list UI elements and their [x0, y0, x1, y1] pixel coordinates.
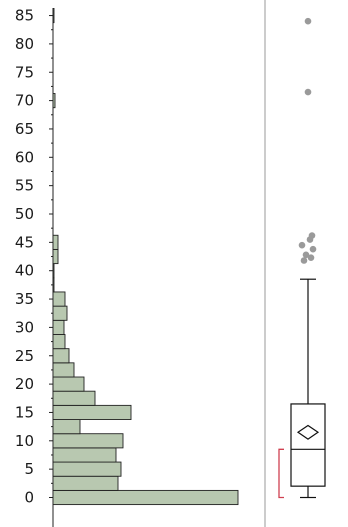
- histogram-bar: [52, 362, 75, 378]
- histogram-bar: [52, 461, 122, 477]
- outlier-point: [302, 251, 310, 259]
- histogram-bar: [52, 93, 56, 109]
- y-tick-label: 70: [15, 92, 34, 110]
- histogram-bar: [52, 348, 70, 364]
- outlier-point: [308, 232, 316, 239]
- outlier-point: [307, 254, 315, 261]
- mean-diamond: [296, 424, 320, 440]
- y-tick-label: 50: [15, 205, 34, 223]
- histogram-bar: [52, 319, 65, 335]
- histogram-bar: [52, 334, 66, 350]
- histogram-bar: [52, 376, 85, 392]
- outlier-point: [304, 88, 312, 96]
- y-tick-label: 55: [15, 177, 34, 195]
- y-tick-label: 15: [15, 403, 34, 421]
- y-tick-label: 85: [15, 7, 34, 25]
- histogram-bar: [52, 489, 239, 506]
- histogram-bar: [52, 390, 96, 406]
- histogram-bar: [52, 433, 124, 449]
- y-tick-label: 20: [15, 375, 34, 393]
- y-tick-label: 30: [15, 318, 34, 336]
- outlier-point: [298, 241, 306, 249]
- histogram-bar: [52, 8, 55, 24]
- histogram-bar: [52, 248, 59, 265]
- y-tick-label: 35: [15, 290, 34, 308]
- outlier-point: [309, 245, 317, 253]
- histogram-bar: [52, 263, 55, 279]
- y-tick-label: 40: [15, 262, 34, 280]
- histogram-bar: [52, 305, 68, 321]
- box-plot: [278, 17, 326, 499]
- histogram-bar: [52, 277, 55, 293]
- histogram: [52, 8, 239, 506]
- y-tick-label: 45: [15, 233, 34, 251]
- outlier-point: [300, 257, 308, 264]
- iqr-box: [290, 403, 326, 487]
- y-tick-label: 65: [15, 120, 34, 138]
- outlier-point: [304, 17, 312, 25]
- histogram-bar: [52, 447, 117, 463]
- y-tick-label: 0: [24, 489, 34, 507]
- y-tick-label: 25: [15, 347, 34, 365]
- histogram-bar: [52, 475, 119, 491]
- histogram-bar: [52, 419, 81, 435]
- histogram-bar: [52, 404, 132, 420]
- y-tick-label: 10: [15, 432, 34, 450]
- y-tick-label: 5: [24, 460, 34, 478]
- y-tick-label: 60: [15, 148, 34, 166]
- y-axis: 0 5 10 15 20 25 30 35 40 45 50 55 60 65 70 75 80 85: [15, 7, 54, 527]
- shortest-half-bracket: [278, 448, 284, 499]
- histogram-bar: [52, 291, 66, 307]
- y-tick-label: 80: [15, 35, 34, 53]
- y-tick-label: 75: [15, 63, 34, 81]
- histogram-bar: [52, 234, 59, 250]
